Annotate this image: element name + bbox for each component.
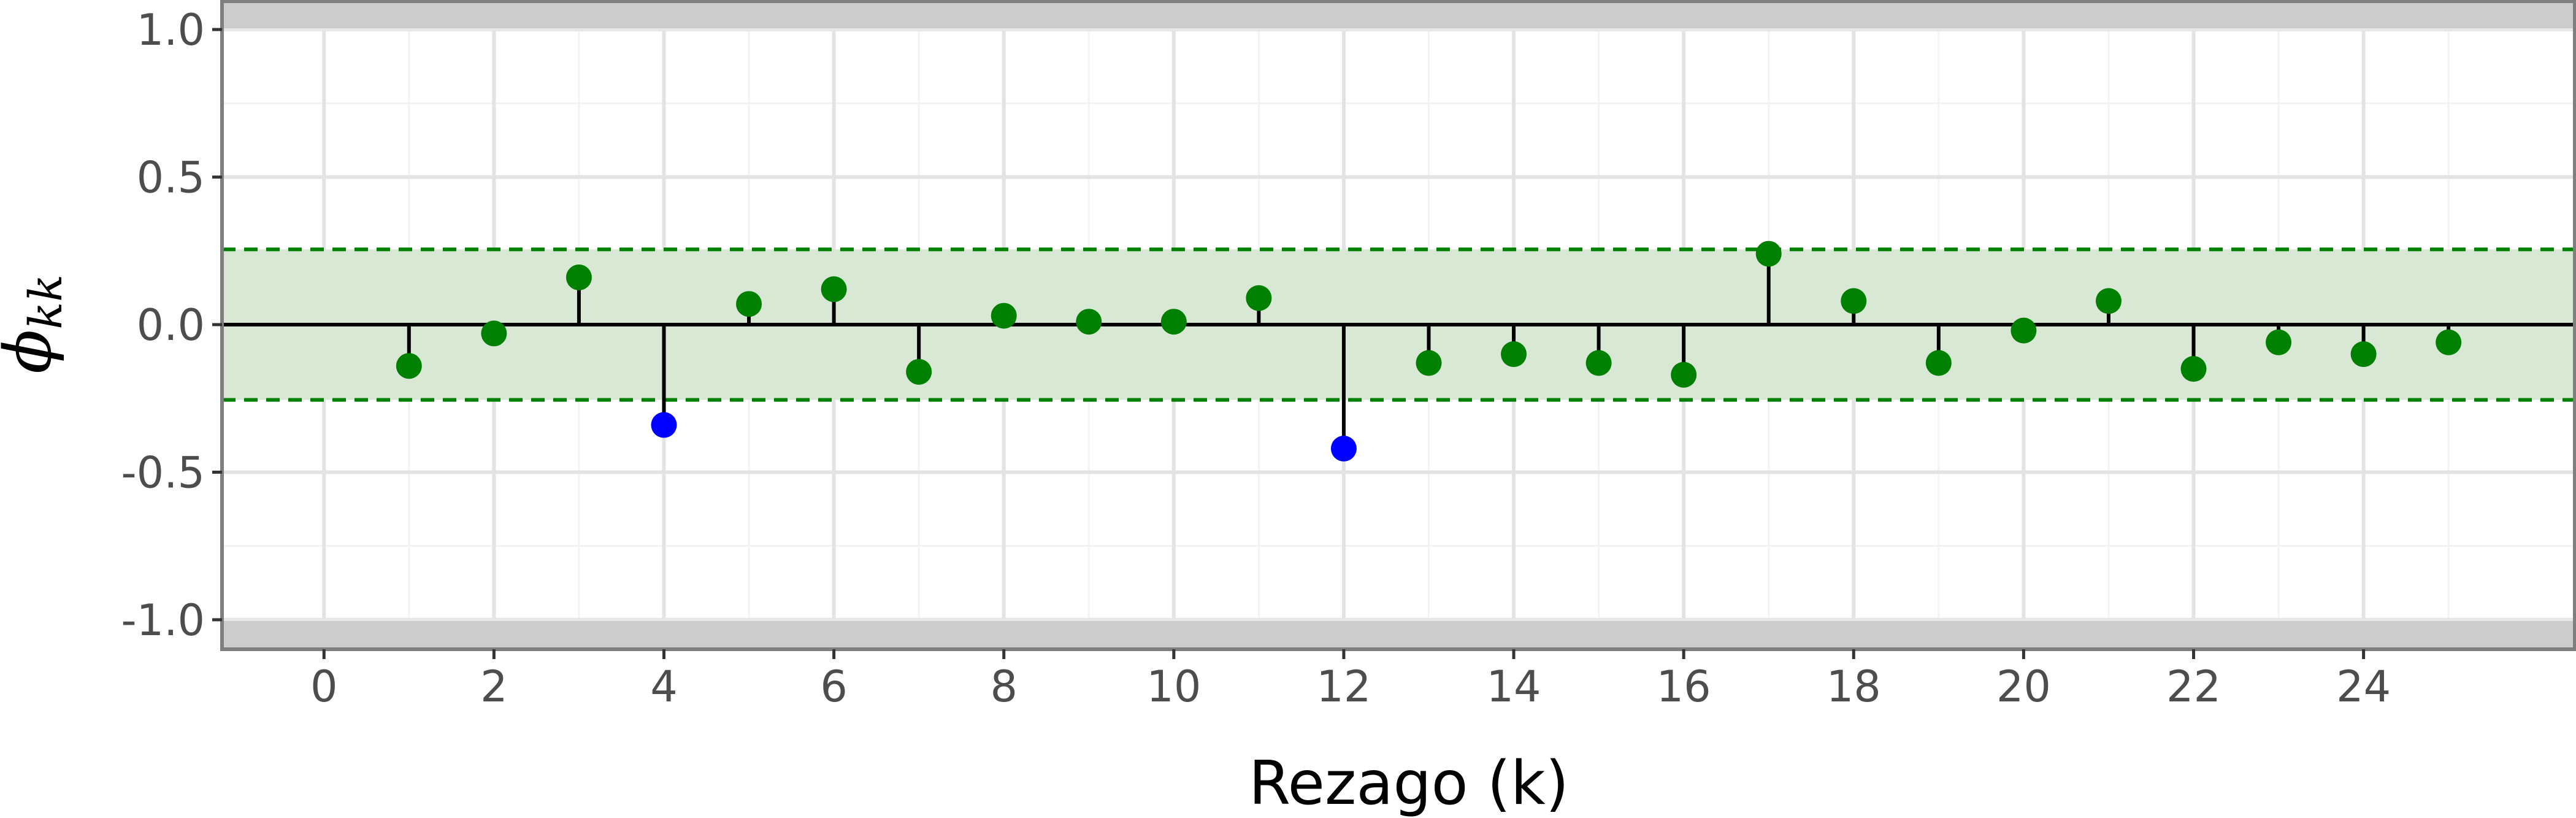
x-tick-label: 18 — [1827, 662, 1881, 712]
point-3 — [565, 264, 592, 291]
point-11 — [1246, 285, 1272, 311]
point-2 — [481, 320, 507, 347]
out-of-range-bands — [222, 0, 2576, 649]
point-4 — [651, 412, 677, 438]
point-25 — [2436, 329, 2462, 355]
point-10 — [1160, 309, 1187, 335]
point-1 — [396, 353, 422, 379]
y-axis-title-symbol: ϕ — [0, 330, 66, 374]
point-12 — [1330, 435, 1357, 461]
point-14 — [1501, 341, 1527, 368]
x-tick-label: 4 — [650, 662, 678, 712]
x-tick-label: 20 — [1996, 662, 2051, 712]
points — [396, 241, 2462, 461]
y-axis-title: ϕkk — [0, 274, 72, 374]
point-18 — [1841, 288, 1867, 314]
point-5 — [736, 291, 762, 317]
x-tick-label: 8 — [990, 662, 1018, 712]
y-axis-title-subscript: kk — [20, 274, 72, 330]
y-tick-label: -0.5 — [121, 447, 205, 498]
y-tick-label: 1.0 — [137, 5, 205, 55]
point-7 — [906, 358, 932, 385]
x-tick-label: 0 — [310, 662, 338, 712]
x-tick-label: 22 — [2166, 662, 2221, 712]
y-axis-ticks: 1.0 0.5 0.0 -0.5 -1.0 — [121, 5, 222, 646]
point-6 — [821, 276, 847, 303]
svg-text:ϕkk: ϕkk — [0, 274, 72, 374]
y-tick-label: -1.0 — [121, 595, 205, 646]
x-axis-title: Rezago (k) — [1249, 749, 1569, 818]
point-9 — [1076, 309, 1102, 335]
point-23 — [2266, 329, 2292, 355]
point-13 — [1416, 350, 1442, 376]
point-21 — [2095, 288, 2122, 314]
point-15 — [1585, 350, 1612, 376]
point-22 — [2180, 356, 2207, 382]
x-tick-label: 10 — [1146, 662, 1201, 712]
x-tick-label: 14 — [1487, 662, 1541, 712]
x-tick-label: 16 — [1657, 662, 1711, 712]
point-20 — [2011, 317, 2037, 344]
y-tick-label: 0.0 — [137, 300, 205, 350]
x-tick-label: 6 — [820, 662, 848, 712]
point-24 — [2350, 341, 2377, 368]
y-tick-label: 0.5 — [137, 153, 205, 203]
point-16 — [1671, 361, 1697, 388]
x-tick-label: 12 — [1316, 662, 1371, 712]
out-of-range-band-lower — [222, 619, 2576, 649]
point-8 — [991, 303, 1017, 329]
x-axis-ticks: 0 2 4 6 8 10 12 14 16 18 20 22 24 — [310, 649, 2391, 712]
point-17 — [1755, 241, 1782, 267]
out-of-range-band-upper — [222, 0, 2576, 30]
x-tick-label: 2 — [480, 662, 508, 712]
point-19 — [1925, 350, 1952, 376]
x-tick-label: 24 — [2336, 662, 2391, 712]
